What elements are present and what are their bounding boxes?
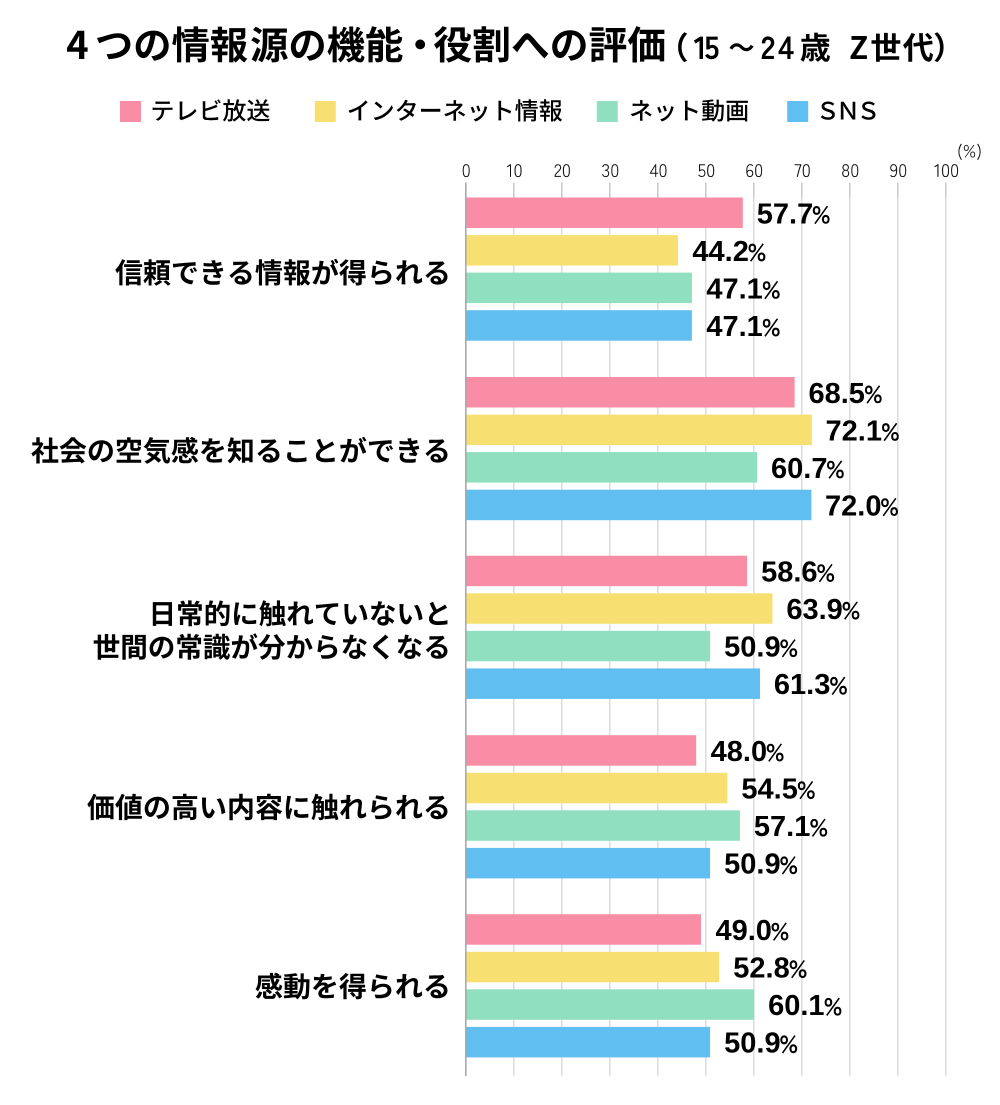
svg-text:61.3: 61.3 — [774, 669, 830, 701]
svg-text:50.9: 50.9 — [724, 1028, 780, 1060]
svg-text:63.9: 63.9 — [786, 594, 842, 626]
svg-text:47.1: 47.1 — [706, 273, 762, 305]
svg-text:44.2: 44.2 — [692, 236, 748, 268]
svg-text:54.5: 54.5 — [741, 774, 797, 806]
svg-text:68.5: 68.5 — [808, 378, 864, 410]
svg-text:72.0: 72.0 — [825, 491, 881, 523]
svg-text:50.9: 50.9 — [724, 632, 780, 664]
svg-text:50.9: 50.9 — [724, 849, 780, 881]
svg-text:48.0: 48.0 — [711, 736, 767, 768]
svg-text:47.1: 47.1 — [706, 311, 762, 343]
svg-text:60.7: 60.7 — [771, 453, 827, 485]
svg-text:57.1: 57.1 — [754, 811, 810, 843]
svg-text:57.7: 57.7 — [757, 198, 813, 230]
svg-text:60.1: 60.1 — [768, 990, 824, 1022]
svg-text:72.1: 72.1 — [826, 415, 882, 447]
svg-text:49.0: 49.0 — [715, 915, 771, 947]
svg-text:58.6: 58.6 — [761, 557, 817, 589]
svg-text:52.8: 52.8 — [733, 953, 789, 985]
